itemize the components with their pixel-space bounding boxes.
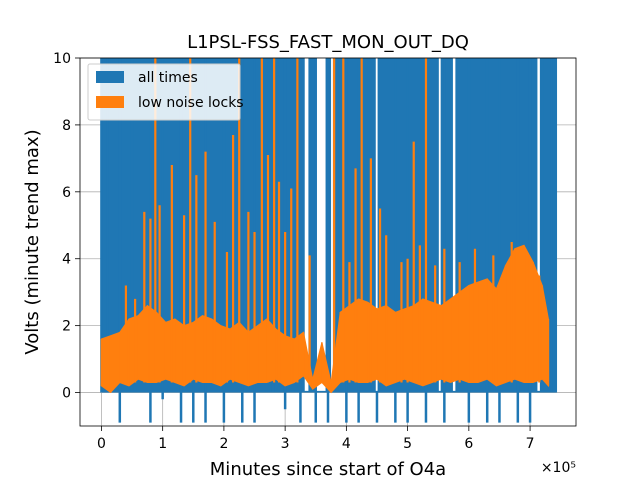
x-tick-label: 0 (97, 436, 106, 452)
x-tick-label: 1 (158, 436, 167, 452)
legend-swatch-all-times (96, 71, 124, 83)
y-axis-ticks: 0 2 4 6 8 10 (53, 51, 80, 402)
x-tick-label: 5 (403, 436, 412, 452)
x-tick-label: 4 (342, 436, 351, 452)
legend-box (87, 63, 241, 121)
y-axis-label: Volts (minute trend max) (22, 129, 43, 354)
x-axis-ticks: 0 1 2 3 4 5 6 7 (97, 426, 535, 452)
y-tick-label: 10 (53, 51, 71, 67)
series-all-times-gap (331, 58, 333, 391)
series-all-times-gap (304, 58, 309, 391)
series-all-times-gap (438, 58, 441, 391)
legend-swatch-low-noise-locks (96, 96, 124, 108)
legend-label-all-times: all times (138, 70, 198, 86)
series-all-times-gap (452, 58, 456, 391)
x-tick-label: 6 (464, 436, 473, 452)
chart-title: L1PSL-FSS_FAST_MON_OUT_DQ (187, 32, 469, 53)
y-tick-label: 8 (62, 118, 71, 134)
series-layer (100, 58, 558, 423)
x-tick-label: 7 (526, 436, 535, 452)
y-tick-label: 0 (62, 386, 71, 402)
series-all-times-gap (537, 58, 540, 391)
legend: all times low noise locks (87, 63, 244, 121)
series-all-times-gap (375, 58, 378, 391)
x-tick-label: 3 (281, 436, 290, 452)
x-tick-label: 2 (219, 436, 228, 452)
series-all-times-gap (316, 58, 326, 391)
x-axis-label: Minutes since start of O4a (210, 459, 446, 480)
y-tick-label: 2 (62, 319, 71, 335)
legend-label-low-noise-locks: low noise locks (138, 95, 244, 111)
plot-frame (79, 57, 577, 427)
y-tick-label: 6 (62, 185, 71, 201)
y-tick-label: 4 (62, 252, 71, 268)
x-offset-text: ×10⁵ (541, 460, 576, 476)
